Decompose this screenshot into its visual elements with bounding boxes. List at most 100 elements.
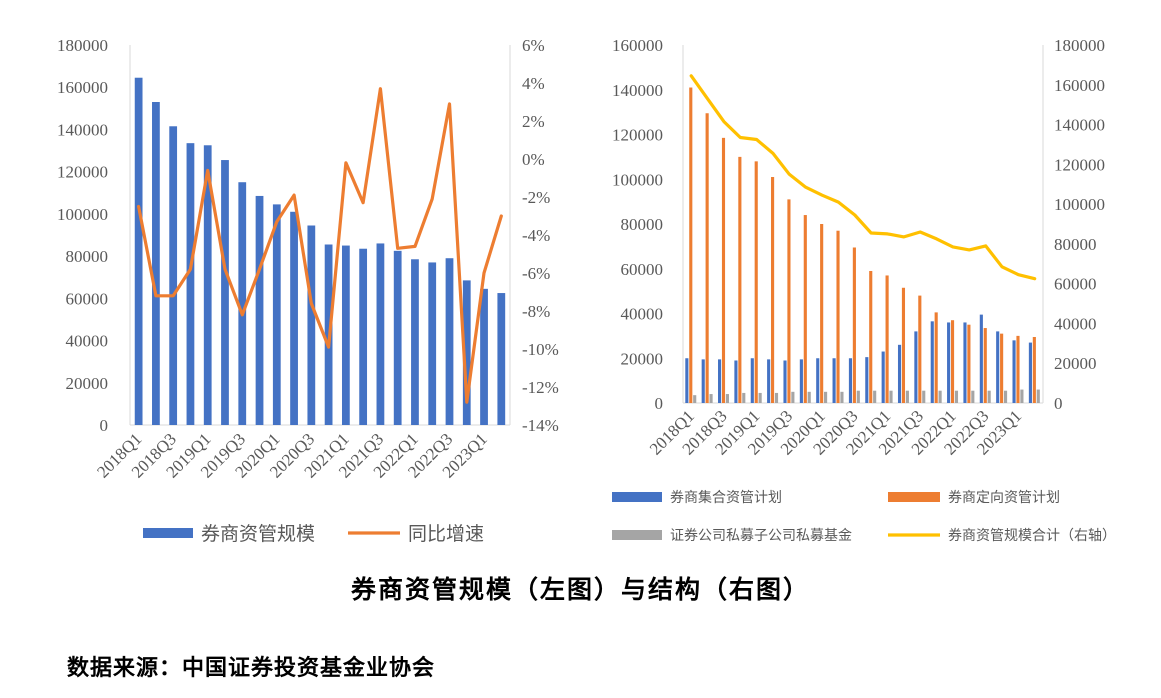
chart2-bar-券商定向资管计划 — [738, 156, 742, 403]
chart2-legend-swatch — [612, 492, 662, 502]
chart2-bar-证券公司私募子公司私募基金 — [725, 394, 729, 403]
chart2-y-left-tick: 100000 — [612, 170, 663, 189]
chart2-bar-证券公司私募子公司私募基金 — [774, 392, 779, 403]
chart2-legend-label: 证券公司私募子公司私募基金 — [670, 527, 852, 544]
chart1-bar-券商资管规模 — [376, 243, 385, 425]
chart2-bar-券商集合资管计划 — [996, 331, 1000, 403]
chart2-y-right-tick: 160000 — [1054, 76, 1105, 95]
chart2-bar-券商定向资管计划 — [967, 324, 971, 403]
chart2-y-right-tick: 100000 — [1054, 195, 1105, 214]
chart2-bar-券商集合资管计划 — [881, 351, 885, 403]
chart1-y-left-tick: 60000 — [66, 289, 109, 308]
chart1-bar-券商资管规模 — [462, 280, 471, 425]
chart1-bar-券商资管规模 — [359, 248, 368, 425]
chart2-y-right-tick: 140000 — [1054, 116, 1105, 135]
chart2-bar-证券公司私募子公司私募基金 — [889, 390, 893, 403]
chart1-legend-label: 券商资管规模 — [201, 523, 315, 545]
chart2-bar-券商集合资管计划 — [750, 358, 754, 403]
chart2-bar-证券公司私募子公司私募基金 — [938, 390, 942, 403]
chart1-bar-券商资管规模 — [255, 195, 264, 425]
chart2-bar-券商集合资管计划 — [701, 359, 705, 403]
chart1-y-right-tick: 2% — [522, 112, 545, 131]
chart2-legend-swatch — [888, 492, 940, 502]
chart2-bar-券商定向资管计划 — [803, 215, 807, 403]
chart1-y-left-tick: 100000 — [57, 205, 108, 224]
chart1-bar-券商资管规模 — [445, 258, 454, 425]
chart1-y-left-tick: 180000 — [57, 36, 108, 55]
chart1-y-left-tick: 120000 — [57, 163, 108, 182]
chart1-bar-券商资管规模 — [238, 182, 247, 425]
chart1-y-right-tick: 0% — [522, 150, 545, 169]
chart1-y-right-tick: 6% — [522, 36, 545, 55]
chart2-y-right-tick: 80000 — [1054, 235, 1097, 254]
chart2-bar-券商定向资管计划 — [852, 247, 856, 403]
chart2-bar-券商集合资管计划 — [947, 322, 951, 403]
chart2-bar-券商定向资管计划 — [950, 320, 955, 403]
chart2-bar-券商定向资管计划 — [885, 275, 889, 403]
chart2-bar-券商定向资管计划 — [918, 295, 922, 403]
chart2-y-left-tick: 120000 — [612, 126, 663, 145]
chart1-y-right-tick: -12% — [522, 378, 559, 397]
chart2-y-right-tick: 0 — [1054, 394, 1063, 413]
chart2-bar-证券公司私募子公司私募基金 — [1003, 390, 1008, 403]
chart2-bar-券商集合资管计划 — [799, 359, 803, 403]
figure-title: 券商资管规模（左图）与结构（右图） — [350, 575, 810, 604]
chart2-bar-证券公司私募子公司私募基金 — [987, 390, 991, 403]
chart2-bar-券商定向资管计划 — [1016, 335, 1020, 403]
chart1-y-right-tick: -8% — [522, 302, 550, 321]
chart1-bar-券商资管规模 — [290, 211, 298, 425]
chart2-bar-券商集合资管计划 — [914, 331, 918, 403]
chart2-bar-券商集合资管计划 — [783, 360, 787, 403]
chart2-y-left-tick: 40000 — [621, 305, 664, 324]
chart2-y-left-tick: 0 — [655, 394, 664, 413]
chart2-bar-证券公司私募子公司私募基金 — [758, 392, 762, 403]
chart2-legend-swatch — [612, 530, 662, 540]
chart2-bar-券商定向资管计划 — [901, 287, 906, 403]
chart1-legend-label: 同比增速 — [408, 523, 484, 545]
chart1-bar-券商资管规模 — [393, 250, 402, 425]
chart2-bar-证券公司私募子公司私募基金 — [791, 391, 795, 403]
chart2-y-right-tick: 180000 — [1054, 36, 1105, 55]
chart2-y-right-tick: 120000 — [1054, 155, 1105, 174]
chart2-bar-证券公司私募子公司私募基金 — [840, 391, 844, 403]
chart2-bar-证券公司私募子公司私募基金 — [954, 390, 959, 403]
chart2-bar-券商集合资管计划 — [734, 360, 738, 403]
chart2-bar-证券公司私募子公司私募基金 — [922, 390, 926, 403]
chart2-bar-券商集合资管计划 — [1028, 342, 1032, 403]
chart1-bar-券商资管规模 — [186, 143, 195, 425]
chart2-bar-券商定向资管计划 — [1032, 336, 1036, 403]
chart2-legend-label: 券商集合资管计划 — [670, 489, 782, 506]
chart2-bar-证券公司私募子公司私募基金 — [709, 394, 713, 403]
chart1-bar-券商资管规模 — [341, 245, 350, 425]
chart2-bar-券商定向资管计划 — [754, 161, 758, 403]
chart1-bar-券商资管规模 — [480, 288, 488, 425]
chart2-bar-证券公司私募子公司私募基金 — [971, 390, 975, 403]
chart1-y-left-tick: 160000 — [57, 78, 108, 97]
chart2-bar-券商定向资管计划 — [787, 199, 791, 403]
chart2-bar-券商集合资管计划 — [1012, 340, 1016, 403]
chart2-bar-券商集合资管计划 — [685, 358, 689, 403]
chart2-bar-券商集合资管计划 — [718, 359, 722, 403]
chart1-y-left-tick: 0 — [100, 416, 109, 435]
chart2-bar-证券公司私募子公司私募基金 — [1036, 389, 1040, 403]
chart2-y-left-tick: 60000 — [621, 260, 664, 279]
chart2-bar-证券公司私募子公司私募基金 — [807, 391, 811, 403]
chart2-bar-证券公司私募子公司私募基金 — [905, 390, 909, 403]
chart2-bar-证券公司私募子公司私募基金 — [824, 391, 828, 403]
chart2-bar-券商定向资管计划 — [1000, 333, 1004, 403]
chart2-y-right-tick: 40000 — [1054, 314, 1097, 333]
chart2-y-left-tick: 140000 — [612, 81, 663, 100]
chart2-bar-券商集合资管计划 — [979, 314, 983, 403]
chart2-bar-证券公司私募子公司私募基金 — [693, 395, 697, 403]
chart1-legend-swatch — [143, 528, 193, 538]
chart1-y-left-tick: 20000 — [66, 374, 109, 393]
chart1-bar-券商资管规模 — [428, 262, 437, 425]
chart2-bar-券商集合资管计划 — [767, 359, 771, 403]
chart1-y-left-tick: 80000 — [66, 247, 109, 266]
chart2-y-right-tick: 60000 — [1054, 275, 1097, 294]
chart2-legend-label: 券商定向资管计划 — [948, 490, 1060, 506]
chart1-bar-券商资管规模 — [411, 259, 419, 425]
chart2-bar-券商集合资管计划 — [848, 358, 853, 403]
chart1-bar-券商资管规模 — [221, 160, 229, 426]
